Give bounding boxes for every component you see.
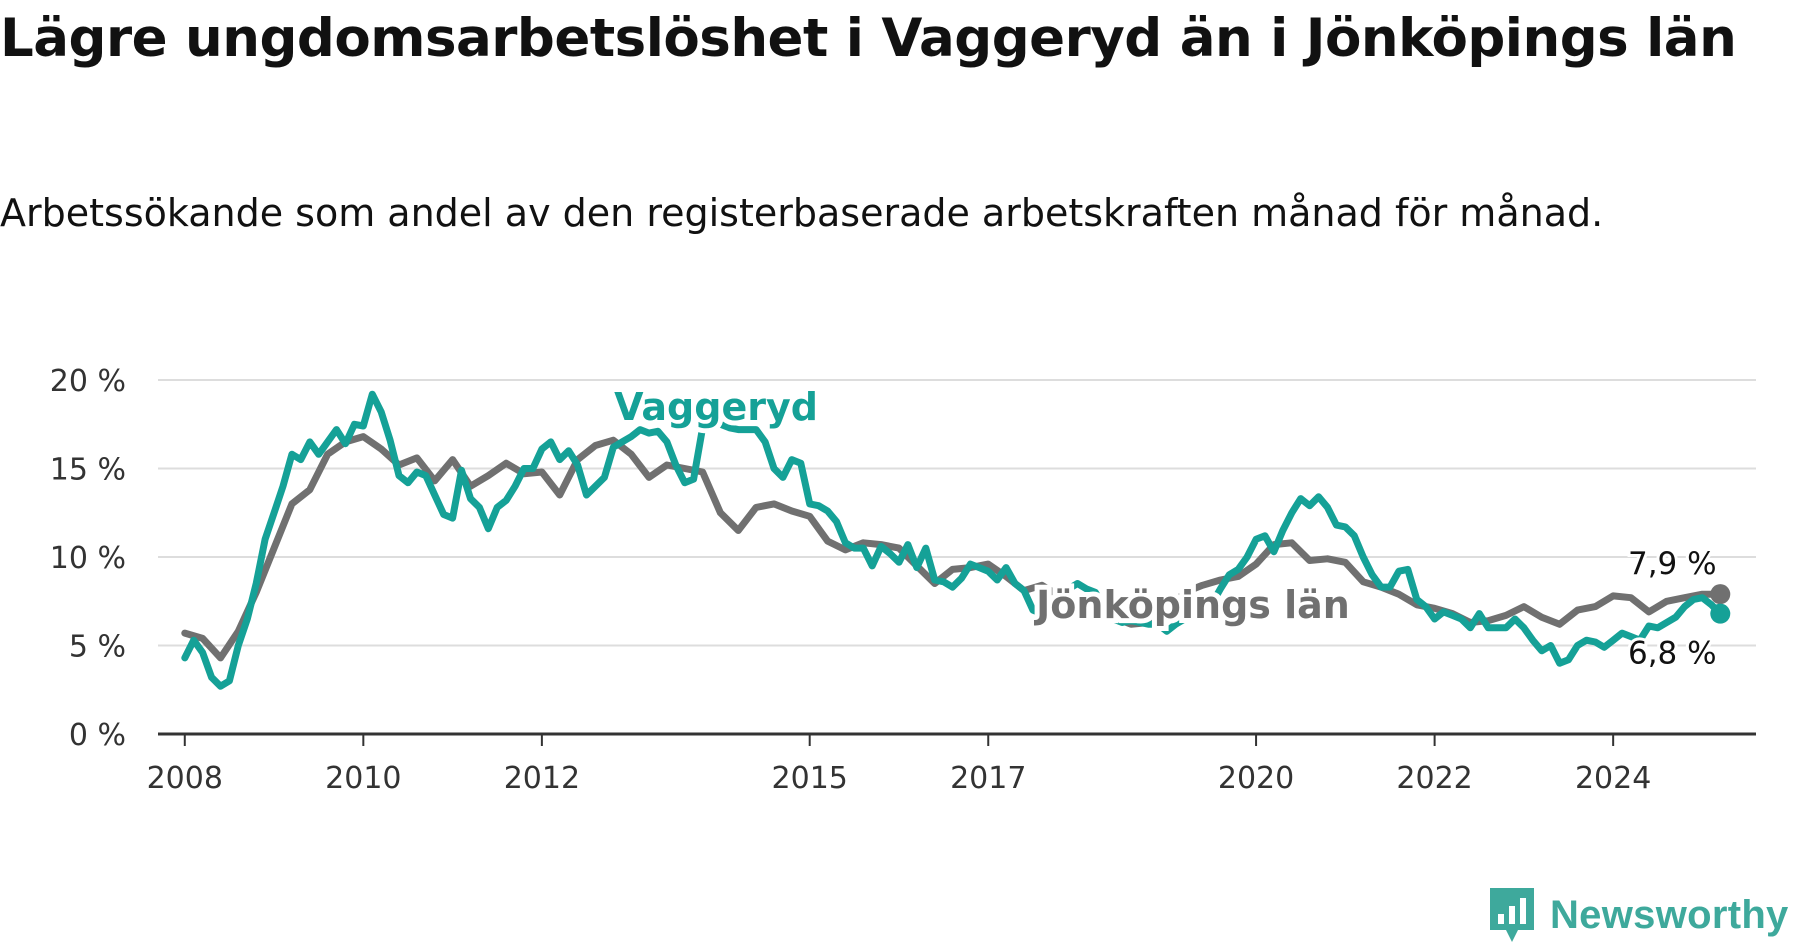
x-tick-label: 2012: [504, 761, 580, 796]
series-label-jonkopings-lan: Jönköpings län: [1033, 583, 1350, 627]
chart-subtitle: Arbetssökande som andel av den registerb…: [0, 191, 1604, 235]
end-value-label-vaggeryd: 6,8 %: [1628, 636, 1717, 672]
series-lines: [181, 390, 1731, 690]
x-tick-label: 2008: [147, 761, 223, 796]
newsworthy-logo: Newsworthy: [1488, 886, 1789, 944]
y-tick-label: 5 %: [69, 630, 126, 665]
x-tick-label: 2020: [1218, 761, 1294, 796]
end-value-label-jonkopings-lan: 7,9 %: [1628, 546, 1717, 582]
brand-name: Newsworthy: [1550, 892, 1789, 937]
gridlines: [158, 379, 1756, 647]
chart-title: Lägre ungdomsarbetslöshet i Vaggeryd än …: [0, 8, 1737, 69]
series-line-vaggeryd: [181, 390, 1724, 690]
series-end-point-vaggeryd: [1710, 603, 1731, 624]
newsworthy-logo-icon: [1490, 888, 1534, 942]
x-tick-label: 2024: [1575, 761, 1651, 796]
x-tick-label: 2010: [325, 761, 401, 796]
series-label-vaggeryd: Vaggeryd: [614, 385, 818, 429]
y-tick-label: 20 %: [50, 364, 126, 399]
y-axis-ticks: 0 % 5 % 10 % 15 % 20 %: [50, 364, 126, 753]
x-tick-label: 2017: [950, 761, 1026, 796]
x-axis-ticks: 2008 2010 2012 2015 2017 2020 2022 2024: [147, 734, 1651, 796]
series-end-point-jonkopings-lan: [1710, 584, 1731, 605]
y-tick-label: 10 %: [50, 541, 126, 576]
series-annotations: 7,9 % 6,8 % Vaggeryd Jönköpings län: [609, 380, 1720, 675]
y-tick-label: 0 %: [69, 718, 126, 753]
y-tick-label: 15 %: [50, 453, 126, 488]
x-tick-label: 2022: [1396, 761, 1472, 796]
x-tick-label: 2015: [772, 761, 848, 796]
